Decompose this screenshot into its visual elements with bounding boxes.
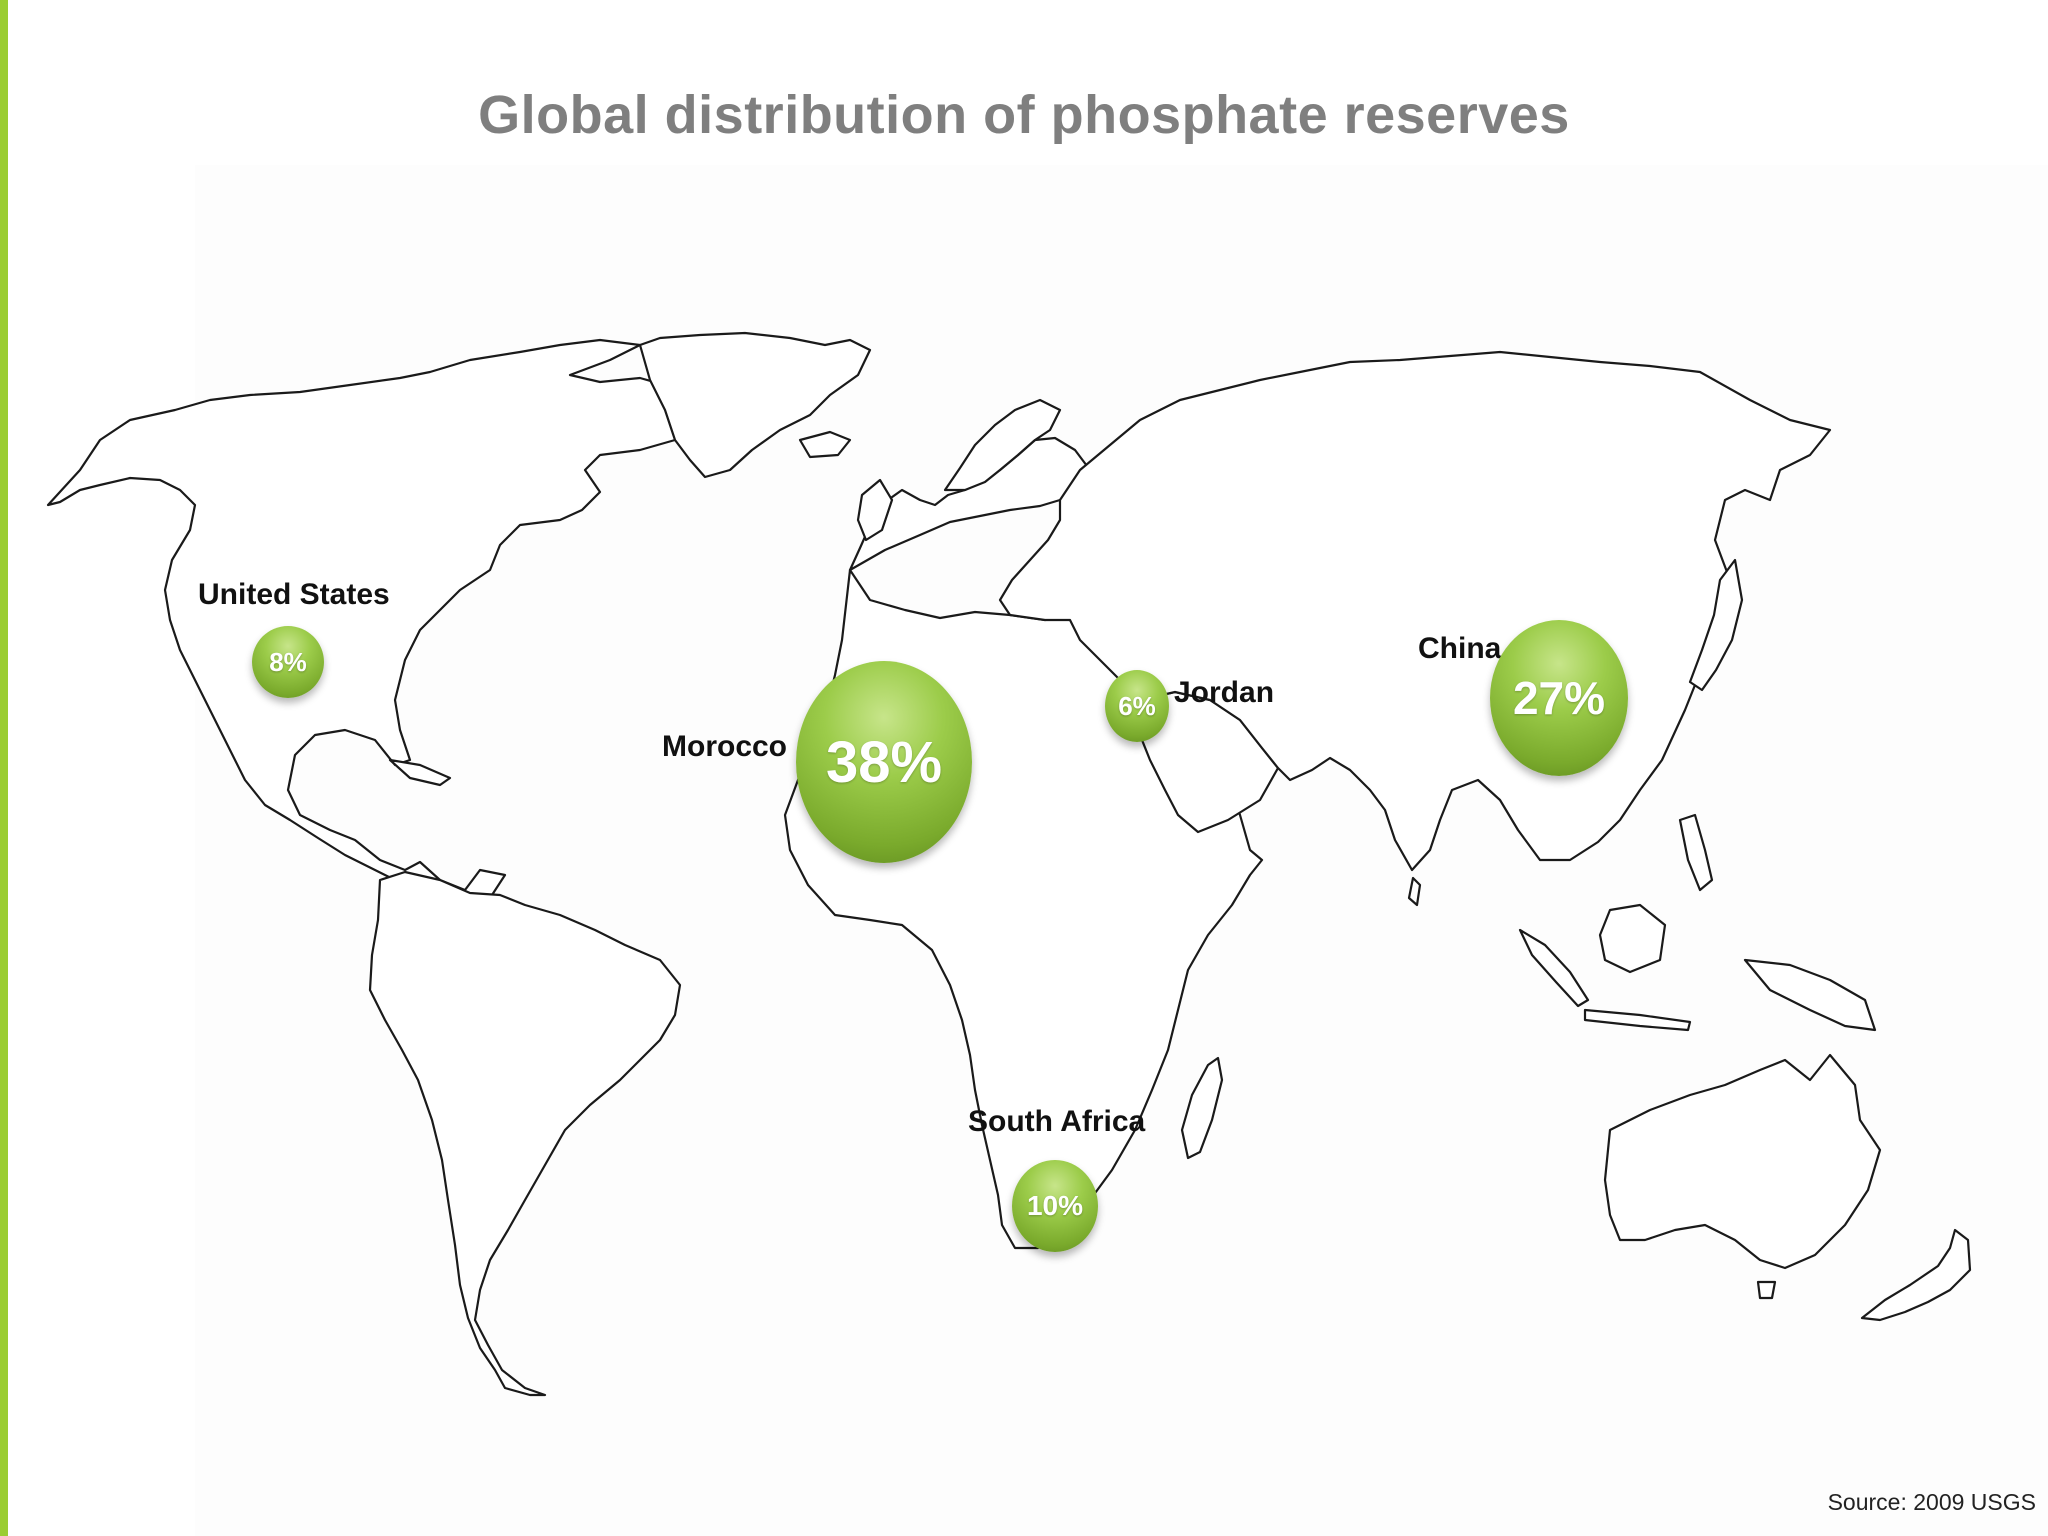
country-label-south-africa: South Africa bbox=[968, 1105, 1146, 1138]
reserve-bubble-china: 27% bbox=[1490, 620, 1628, 776]
reserve-percent-south-africa: 10% bbox=[1026, 1190, 1084, 1221]
philippines-landmass bbox=[1678, 813, 1714, 892]
java-landmass bbox=[1583, 1008, 1692, 1032]
page-title: Global distribution of phosphate reserve… bbox=[478, 85, 1570, 145]
reserve-percent-morocco: 38% bbox=[825, 729, 943, 795]
madagascar-landmass bbox=[1180, 1056, 1224, 1160]
tasmania-landmass bbox=[1756, 1280, 1777, 1300]
sumatra-landmass bbox=[1518, 928, 1590, 1008]
borneo-landmass bbox=[1598, 903, 1667, 974]
country-label-morocco: Morocco bbox=[662, 730, 788, 763]
north-america-landmass bbox=[46, 338, 702, 912]
south-america-landmass bbox=[368, 870, 682, 1397]
iceland-landmass bbox=[798, 430, 852, 459]
cuba-landmass bbox=[388, 758, 452, 787]
reserve-percent-china: 27% bbox=[1512, 672, 1606, 724]
uk-landmass bbox=[856, 478, 894, 542]
reserve-percent-jordan: 6% bbox=[1118, 690, 1156, 721]
new-guinea-landmass bbox=[1743, 958, 1877, 1032]
reserve-bubble-morocco: 38% bbox=[796, 661, 972, 863]
country-label-united-states: United States bbox=[198, 578, 390, 611]
reserve-bubble-south-africa: 10% bbox=[1012, 1160, 1098, 1252]
source-note: Source: 2009 USGS bbox=[1827, 1489, 2036, 1515]
greenland-landmass bbox=[638, 331, 872, 479]
australia-landmass bbox=[1603, 1053, 1882, 1270]
accent-bar bbox=[0, 0, 8, 1536]
reserve-bubble-jordan: 6% bbox=[1105, 670, 1169, 742]
reserve-bubble-united-states: 8% bbox=[252, 626, 324, 698]
japan-landmass bbox=[1688, 558, 1744, 692]
new-zealand-landmass bbox=[1860, 1228, 1972, 1322]
scandinavia-landmass bbox=[943, 398, 1062, 492]
sri-lanka-landmass bbox=[1407, 876, 1422, 907]
reserve-percent-united-states: 8% bbox=[269, 646, 307, 677]
country-label-jordan: Jordan bbox=[1174, 676, 1275, 709]
country-label-china: China bbox=[1418, 632, 1502, 665]
